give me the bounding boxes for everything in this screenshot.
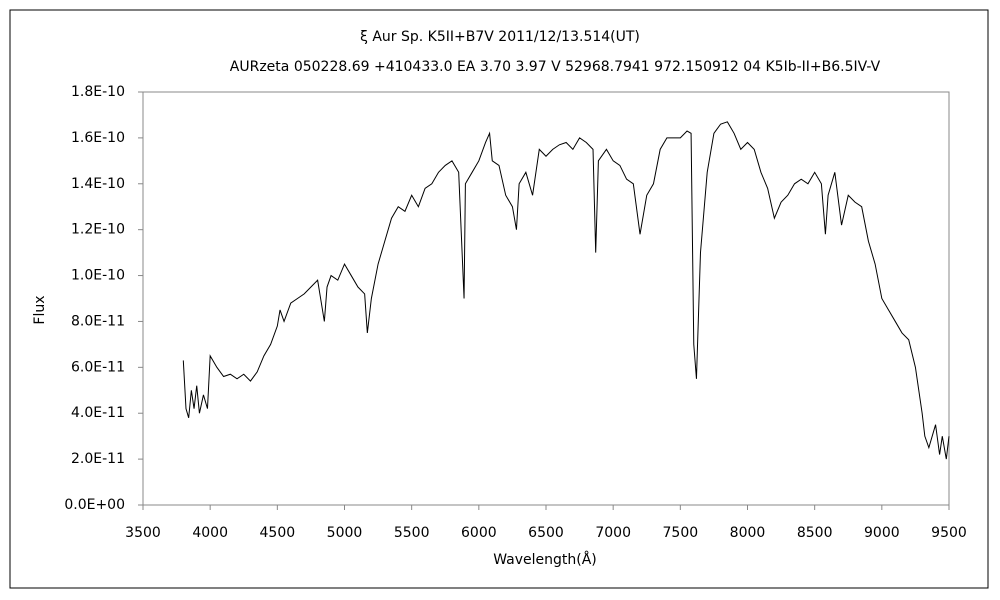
x-tick-label: 4500 [260,525,296,541]
y-tick-label: 1.8E-10 [71,84,125,100]
x-axis-title: Wavelength(Å) [493,551,597,568]
y-tick-label: 4.0E-11 [71,405,125,421]
x-tick-label: 9500 [931,525,967,541]
y-tick-label: 2.0E-11 [71,451,125,467]
x-tick-label: 7000 [595,525,631,541]
x-tick-label: 6500 [528,525,564,541]
x-tick-label: 9000 [864,525,900,541]
y-tick-label: 1.4E-10 [71,176,125,192]
y-axis-title: Flux [32,295,48,324]
x-tick-label: 6000 [461,525,497,541]
x-tick-label: 8500 [797,525,833,541]
spectrum-line [182,121,950,460]
x-tick-label: 5500 [394,525,430,541]
x-tick-label: 8000 [730,525,766,541]
x-tick-label: 5000 [327,525,363,541]
y-tick-label: 1.2E-10 [71,222,125,238]
chart-border [9,9,989,589]
chart-subtitle: AURzeta 050228.69 +410433.0 EA 3.70 3.97… [230,59,881,75]
y-tick-label: 0.0E+00 [64,497,125,513]
y-tick-label: 1.0E-10 [71,268,125,284]
y-tick-label: 6.0E-11 [71,359,125,375]
chart-title: ξ Aur Sp. K5II+B7V 2011/12/13.514(UT) [360,29,640,45]
x-tick-label: 7500 [663,525,699,541]
x-tick-label: 3500 [125,525,161,541]
y-tick-label: 1.6E-10 [71,130,125,146]
x-tick-label: 4000 [192,525,228,541]
y-tick-label: 8.0E-11 [71,313,125,329]
